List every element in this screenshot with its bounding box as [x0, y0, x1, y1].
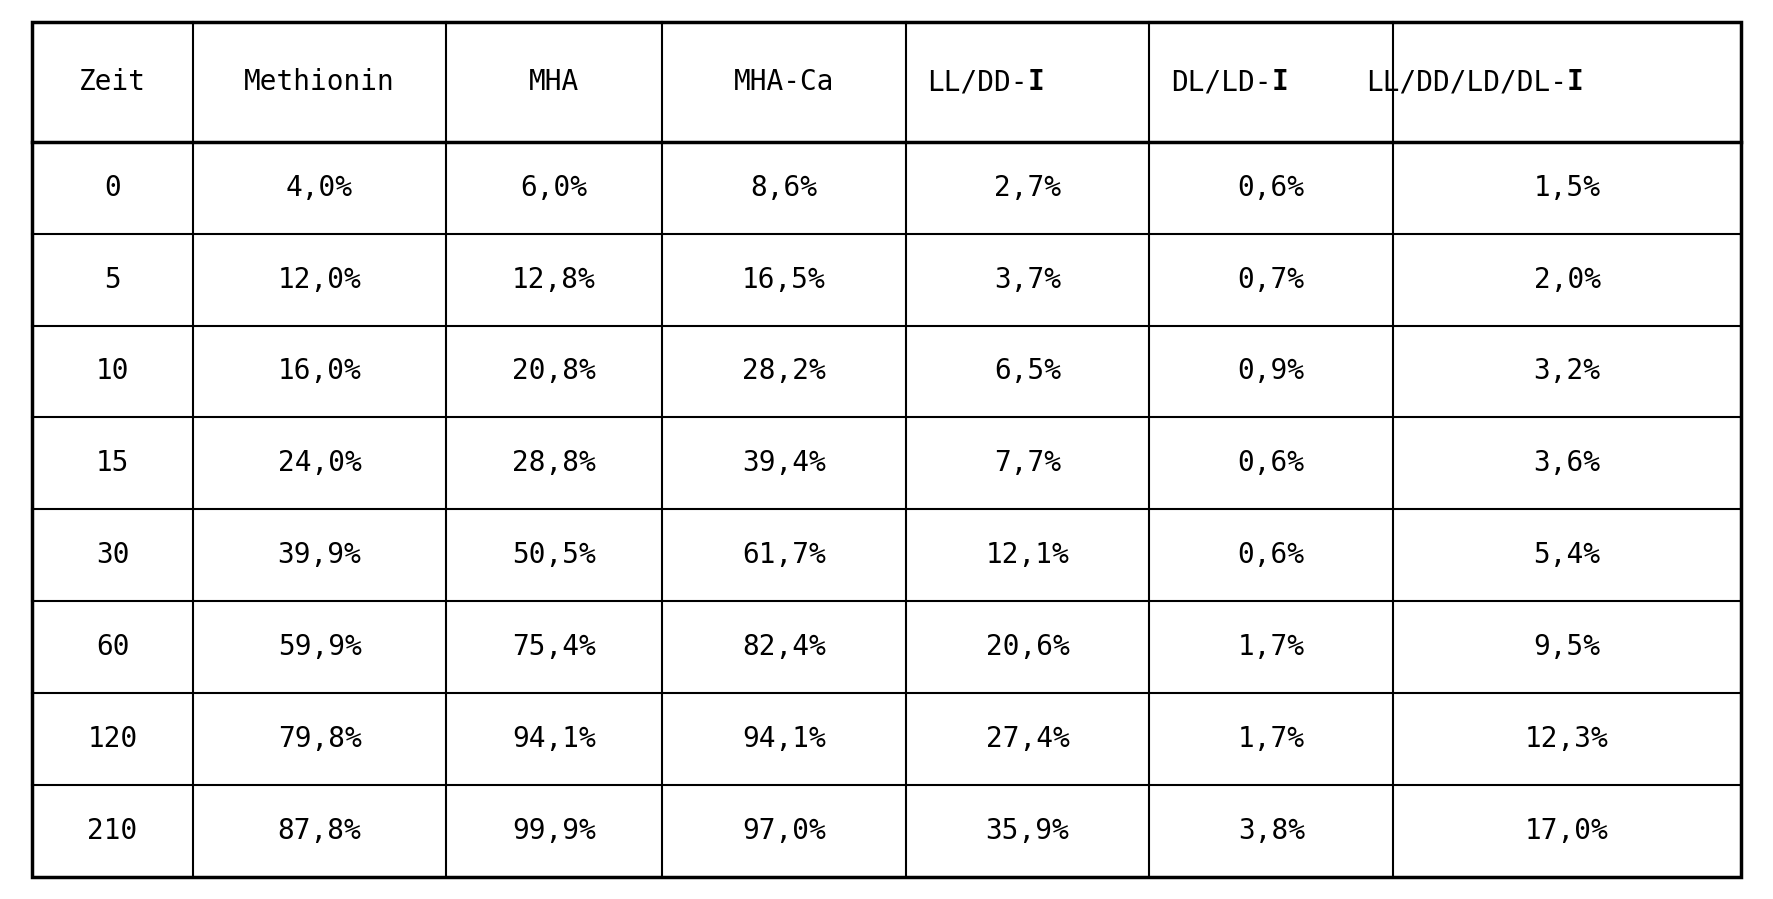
Text: 87,8%: 87,8%	[278, 816, 362, 844]
Text: MHA-Ca: MHA-Ca	[734, 68, 833, 96]
Text: 94,1%: 94,1%	[512, 725, 596, 752]
Text: 24,0%: 24,0%	[278, 450, 362, 477]
Text: 0,7%: 0,7%	[1238, 265, 1305, 294]
Text: 5: 5	[105, 265, 121, 294]
Text: 1,5%: 1,5%	[1534, 174, 1601, 201]
Text: 10: 10	[96, 358, 129, 386]
Text: 0,6%: 0,6%	[1238, 450, 1305, 477]
Text: 16,5%: 16,5%	[743, 265, 826, 294]
Text: 16,0%: 16,0%	[278, 358, 362, 386]
Text: 27,4%: 27,4%	[986, 725, 1069, 752]
Text: 9,5%: 9,5%	[1534, 633, 1601, 661]
Text: 28,2%: 28,2%	[743, 358, 826, 386]
Text: Zeit: Zeit	[80, 68, 145, 96]
Text: LL/DD-: LL/DD-	[927, 68, 1028, 96]
Text: 0: 0	[105, 174, 121, 201]
Text: 7,7%: 7,7%	[995, 450, 1060, 477]
Text: DL/LD-: DL/LD-	[1170, 68, 1271, 96]
Text: 120: 120	[87, 725, 138, 752]
Text: 79,8%: 79,8%	[278, 725, 362, 752]
Text: 30: 30	[96, 541, 129, 569]
Text: 94,1%: 94,1%	[743, 725, 826, 752]
Text: 2,7%: 2,7%	[995, 174, 1060, 201]
Text: 20,6%: 20,6%	[986, 633, 1069, 661]
Text: 6,0%: 6,0%	[521, 174, 587, 201]
Text: 3,8%: 3,8%	[1238, 816, 1305, 844]
Text: 75,4%: 75,4%	[512, 633, 596, 661]
Text: 20,8%: 20,8%	[512, 358, 596, 386]
Text: 0,6%: 0,6%	[1238, 174, 1305, 201]
Text: 8,6%: 8,6%	[750, 174, 817, 201]
Text: 5,4%: 5,4%	[1534, 541, 1601, 569]
Text: I: I	[1567, 68, 1583, 96]
Text: 28,8%: 28,8%	[512, 450, 596, 477]
Text: 35,9%: 35,9%	[986, 816, 1069, 844]
Text: 12,1%: 12,1%	[986, 541, 1069, 569]
Text: 6,5%: 6,5%	[995, 358, 1060, 386]
Text: 12,8%: 12,8%	[512, 265, 596, 294]
Text: 50,5%: 50,5%	[512, 541, 596, 569]
Text: 97,0%: 97,0%	[743, 816, 826, 844]
Text: 210: 210	[87, 816, 138, 844]
Text: 82,4%: 82,4%	[743, 633, 826, 661]
Text: MHA: MHA	[528, 68, 580, 96]
Text: 2,0%: 2,0%	[1534, 265, 1601, 294]
Text: 4,0%: 4,0%	[285, 174, 353, 201]
Text: 60: 60	[96, 633, 129, 661]
Text: I: I	[1271, 68, 1287, 96]
Text: LL/DD/LD/DL-: LL/DD/LD/DL-	[1365, 68, 1567, 96]
Text: 1,7%: 1,7%	[1238, 725, 1305, 752]
Text: 99,9%: 99,9%	[512, 816, 596, 844]
Text: 12,0%: 12,0%	[278, 265, 362, 294]
Text: 0,9%: 0,9%	[1238, 358, 1305, 386]
Text: 39,9%: 39,9%	[278, 541, 362, 569]
Text: 39,4%: 39,4%	[743, 450, 826, 477]
Text: 3,7%: 3,7%	[995, 265, 1060, 294]
Text: 17,0%: 17,0%	[1525, 816, 1608, 844]
Text: 61,7%: 61,7%	[743, 541, 826, 569]
Text: Methionin: Methionin	[245, 68, 395, 96]
Text: I: I	[1028, 68, 1044, 96]
Text: 1,7%: 1,7%	[1238, 633, 1305, 661]
Text: 3,6%: 3,6%	[1534, 450, 1601, 477]
Text: 3,2%: 3,2%	[1534, 358, 1601, 386]
Text: 0,6%: 0,6%	[1238, 541, 1305, 569]
Text: 15: 15	[96, 450, 129, 477]
Text: 59,9%: 59,9%	[278, 633, 362, 661]
Text: 12,3%: 12,3%	[1525, 725, 1608, 752]
